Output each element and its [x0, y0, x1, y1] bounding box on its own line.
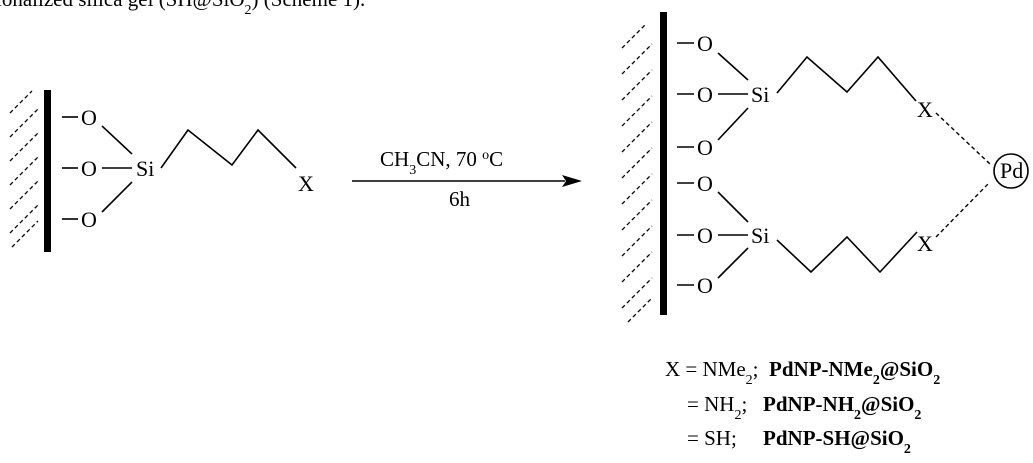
reaction-conditions-time: 6h — [449, 187, 471, 211]
product-lower-oxygen-bottom: O — [697, 273, 713, 298]
product-upper-oxygen-top: O — [697, 31, 713, 56]
reaction-arrow-head — [562, 175, 582, 187]
reactant-substituent-x: X — [298, 171, 314, 196]
substituent-legend: X = NMe2; PdNP-NMe2@SiO2 = NH2; PdNP-NH2… — [665, 357, 940, 457]
caption-fragment: ionalized silica gel (SH@SiO2) (Scheme 1… — [0, 0, 365, 18]
product-upper-oxygen-bottom: O — [697, 135, 713, 160]
product-upper-substituent-x: X — [917, 97, 933, 122]
upper-coordination-bond — [935, 112, 991, 165]
product-lower-substituent-x: X — [917, 231, 933, 256]
reactant-oxygen-bottom: O — [81, 207, 97, 232]
reactant-silicon: Si — [136, 156, 154, 181]
lower-coordination-bond — [935, 181, 991, 238]
product-upper-oxygen-middle: O — [697, 82, 713, 107]
product-upper-propyl-chain — [776, 55, 917, 102]
reaction-conditions-reagent: CH3CN, 70 oC — [380, 147, 503, 178]
product-upper-silicon: Si — [751, 82, 769, 107]
palladium-circle — [993, 153, 1029, 189]
legend-row-sh: = SH; PdNP-SH@SiO2 — [687, 426, 911, 457]
product-lower-oxygen-middle: O — [697, 223, 713, 248]
reaction-arrow-group: CH3CN, 70 oC 6h — [352, 147, 582, 211]
legend-row-nh2: = NH2; PdNP-NH2@SiO2 — [687, 392, 921, 423]
reactant-surface-hatching — [9, 90, 39, 248]
palladium-label: Pd — [1000, 158, 1023, 183]
reactant-oxygen-top: O — [81, 105, 97, 130]
product-surface-hatching — [621, 24, 653, 323]
product-structure: O O O Si X O O O Si X Pd — [621, 12, 1029, 323]
reactant-structure: O O O Si X — [9, 90, 314, 252]
product-surface-wall — [660, 12, 667, 315]
product-lower-propyl-chain — [776, 231, 918, 274]
reactant-surface-wall — [44, 90, 51, 252]
reactant-propyl-chain — [160, 128, 297, 169]
legend-row-nme2: X = NMe2; PdNP-NMe2@SiO2 — [665, 357, 940, 388]
product-lower-silicon: Si — [751, 223, 769, 248]
product-lower-oxygen-top: O — [697, 171, 713, 196]
reactant-oxygen-middle: O — [81, 156, 97, 181]
